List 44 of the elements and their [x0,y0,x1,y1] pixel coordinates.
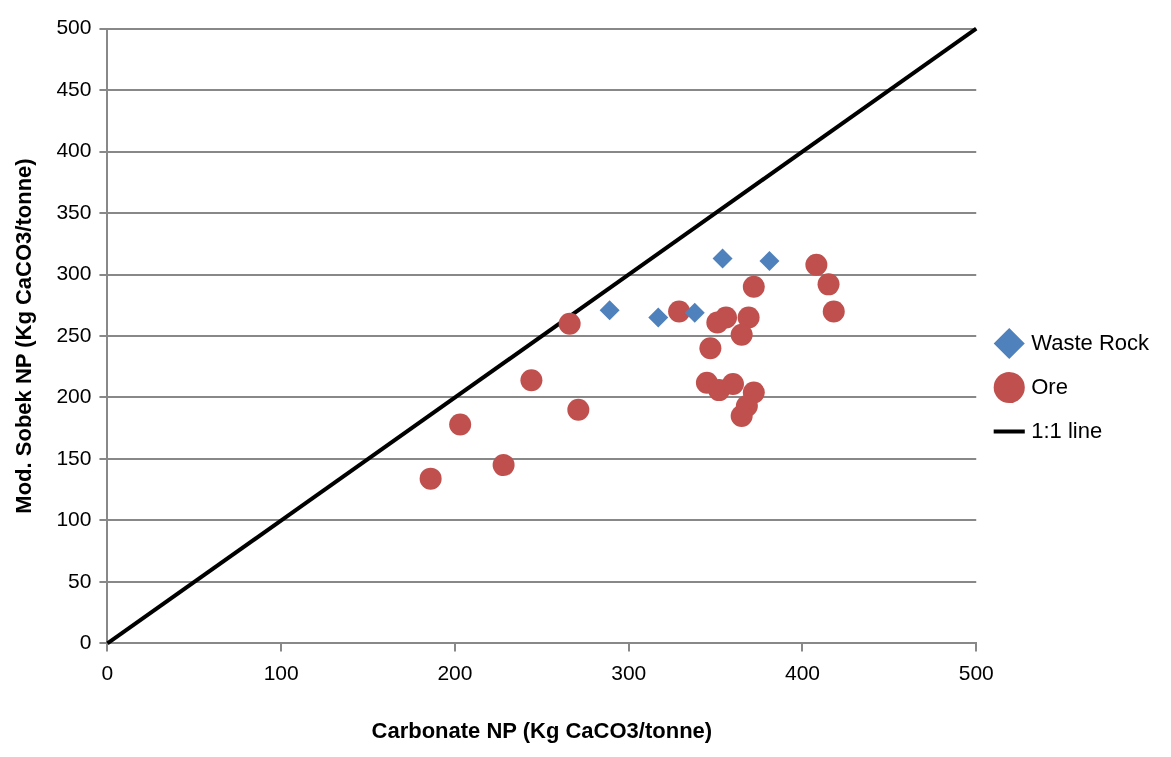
point [730,404,753,427]
point [668,300,691,323]
point [805,253,828,276]
point [599,300,620,321]
y-tick-label: 450 [56,76,92,100]
x-tick-label: 0 [101,660,114,684]
point [567,398,590,421]
point [759,250,780,271]
y-tick-label: 200 [56,384,92,408]
x-tick-label: 300 [611,660,647,684]
point [712,248,733,269]
point [822,300,845,323]
point [730,323,753,346]
x-tick-label: 200 [437,660,473,684]
point [449,413,472,436]
x-axis-title: Carbonate NP (Kg CaCO3/tonne) [371,717,713,743]
point [419,467,442,490]
point [737,306,760,329]
y-tick-label: 400 [56,138,92,162]
point [492,454,515,477]
point [520,369,543,392]
legend-label: 1:1 line [1031,417,1103,443]
y-tick-label: 100 [56,507,92,531]
point [699,337,722,360]
y-tick-label: 0 [79,630,92,654]
y-axis-title: Mod. Sobek NP (Kg CaCO3/tonne) [11,158,37,514]
point [558,312,581,335]
y-tick-label: 500 [56,15,92,39]
y-tick-label: 350 [56,199,92,223]
x-tick-label: 500 [958,660,994,684]
x-tick-label: 100 [263,660,299,684]
y-tick-label: 50 [68,568,92,592]
point [715,306,738,329]
point [648,307,669,328]
y-tick-label: 150 [56,445,92,469]
point [721,372,744,395]
point [817,273,840,296]
legend-label: Ore [1031,373,1068,399]
point [684,302,705,323]
y-tick-label: 300 [56,261,92,285]
point [742,275,765,298]
legend-label: Waste Rock [1031,329,1150,355]
x-tick-label: 400 [784,660,820,684]
y-tick-label: 250 [56,322,92,346]
